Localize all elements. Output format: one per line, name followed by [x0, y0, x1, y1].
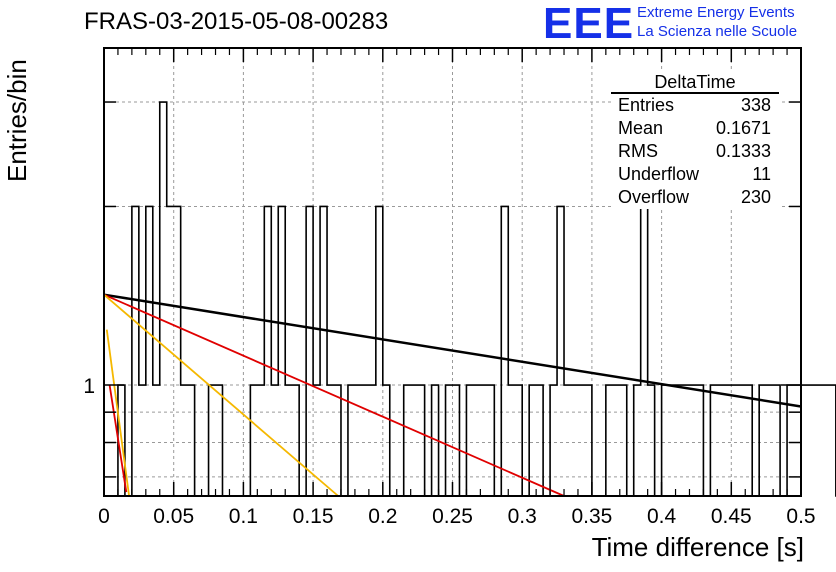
stats-title: DeltaTime [611, 72, 779, 94]
logo-line-2: La Scienza nelle Scuole [637, 23, 798, 40]
axis-tick-labels: 0 0.05 0.1 0.15 0.2 0.25 0.3 0.35 0.4 0.45 0.5 1 [83, 375, 815, 528]
x-tick-label: 0.2 [368, 505, 397, 528]
x-tick-label: 0.45 [711, 505, 752, 528]
fit-line [105, 329, 130, 497]
stats-value: 11 [752, 164, 771, 184]
fit-line [103, 294, 339, 497]
x-tick-label: 0.35 [571, 505, 612, 528]
x-tick-label: 0.5 [786, 505, 815, 528]
stats-value: 338 [740, 95, 771, 115]
x-tick-label: 0.05 [153, 505, 194, 528]
stats-row: Mean 0.1671 [611, 117, 779, 140]
y-tick-label: 1 [83, 375, 95, 398]
stats-label: Underflow [618, 164, 700, 184]
x-tick-label: 0.1 [229, 505, 258, 528]
logo-line-1: Extreme Energy Events [637, 4, 795, 21]
stats-row: Overflow 230 [611, 186, 779, 209]
fit-lines [103, 293, 802, 497]
eee-logo: EEE [543, 0, 635, 48]
histogram-step-line [104, 101, 836, 497]
stats-label: Entries [618, 95, 675, 115]
x-tick-label: 0.25 [432, 505, 473, 528]
stats-value: 0.1333 [715, 141, 771, 161]
stats-row: RMS 0.1333 [611, 140, 779, 163]
stats-label: Mean [618, 118, 664, 138]
fit-line [103, 293, 802, 408]
stats-label: RMS [618, 141, 658, 161]
stats-row: Underflow 11 [611, 163, 779, 186]
stats-row: Entries 338 [611, 94, 779, 117]
y-axis-label: Entries/bin [2, 59, 32, 182]
stats-label: Overflow [618, 187, 690, 207]
x-tick-label: 0 [98, 505, 110, 528]
stats-value: 230 [740, 187, 771, 207]
x-axis-label: Time difference [s] [591, 532, 804, 562]
stats-box: DeltaTime Entries 338 Mean 0.1671 RMS 0.… [611, 72, 779, 209]
plot-title: FRAS-03-2015-05-08-00283 [84, 8, 389, 35]
histogram [104, 101, 836, 497]
stats-value: 0.1671 [715, 118, 771, 138]
x-tick-label: 0.3 [508, 505, 537, 528]
x-tick-label: 0.4 [647, 505, 677, 528]
fit-line [108, 384, 128, 493]
x-tick-label: 0.15 [293, 505, 334, 528]
fit-line [103, 293, 565, 497]
axis-ticks [103, 48, 802, 496]
